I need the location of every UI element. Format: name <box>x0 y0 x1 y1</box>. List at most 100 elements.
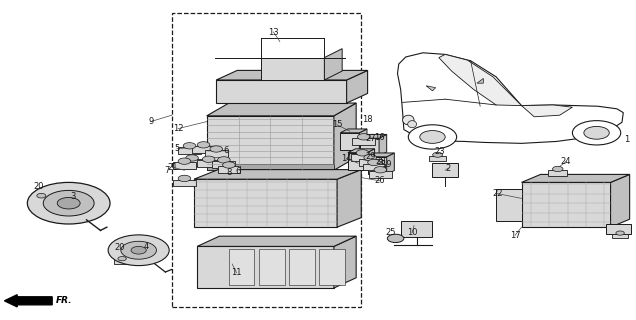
Ellipse shape <box>408 121 417 128</box>
Polygon shape <box>197 236 356 246</box>
Text: 7: 7 <box>164 166 169 175</box>
Circle shape <box>121 241 156 259</box>
Polygon shape <box>612 234 628 238</box>
Text: 23: 23 <box>435 147 445 156</box>
Polygon shape <box>216 70 368 80</box>
Text: 2: 2 <box>446 164 451 172</box>
Polygon shape <box>205 150 228 157</box>
Text: 13: 13 <box>268 28 279 36</box>
Polygon shape <box>216 80 347 103</box>
Text: 12: 12 <box>173 124 183 133</box>
Polygon shape <box>319 249 345 285</box>
Text: 4: 4 <box>144 242 149 251</box>
Polygon shape <box>496 189 522 221</box>
Text: 16: 16 <box>374 133 384 142</box>
Circle shape <box>374 167 387 173</box>
Polygon shape <box>340 129 367 133</box>
Polygon shape <box>172 13 361 307</box>
Polygon shape <box>261 58 324 80</box>
Polygon shape <box>477 78 483 83</box>
Circle shape <box>368 159 380 166</box>
Polygon shape <box>207 103 356 116</box>
Circle shape <box>202 156 215 163</box>
Text: 6: 6 <box>223 146 228 155</box>
Text: 25: 25 <box>386 228 396 237</box>
FancyArrow shape <box>4 295 52 307</box>
Text: 20: 20 <box>33 182 43 191</box>
Text: 3: 3 <box>71 192 76 201</box>
Polygon shape <box>426 86 436 91</box>
Text: 10: 10 <box>407 228 417 237</box>
Text: 18: 18 <box>363 115 373 124</box>
Text: 9: 9 <box>148 117 153 126</box>
Polygon shape <box>218 166 240 173</box>
Circle shape <box>223 162 235 168</box>
Polygon shape <box>33 196 50 202</box>
Polygon shape <box>340 133 359 150</box>
Polygon shape <box>367 149 375 170</box>
Circle shape <box>356 150 369 156</box>
Polygon shape <box>351 154 374 161</box>
Circle shape <box>218 157 230 163</box>
Circle shape <box>210 146 223 152</box>
Text: 20: 20 <box>114 243 125 252</box>
Text: 8: 8 <box>226 168 232 177</box>
Text: 28: 28 <box>375 157 385 166</box>
Circle shape <box>616 231 625 235</box>
Polygon shape <box>212 161 235 168</box>
Polygon shape <box>197 246 334 288</box>
Polygon shape <box>429 156 446 161</box>
Circle shape <box>27 182 110 224</box>
Polygon shape <box>439 54 522 106</box>
Polygon shape <box>359 159 382 166</box>
Circle shape <box>408 125 457 149</box>
Circle shape <box>118 257 127 261</box>
Polygon shape <box>194 170 361 179</box>
Polygon shape <box>197 160 220 167</box>
Polygon shape <box>522 105 572 117</box>
Text: 1: 1 <box>624 135 629 144</box>
Polygon shape <box>207 116 334 170</box>
Polygon shape <box>368 153 394 157</box>
Text: 26: 26 <box>375 176 385 185</box>
Polygon shape <box>368 157 387 174</box>
Polygon shape <box>432 163 458 177</box>
Text: FR.: FR. <box>56 296 73 305</box>
Circle shape <box>108 235 169 266</box>
Circle shape <box>43 190 94 216</box>
Circle shape <box>37 193 46 198</box>
Circle shape <box>197 142 210 148</box>
Circle shape <box>178 175 191 182</box>
Text: 29: 29 <box>365 152 375 161</box>
Text: 15: 15 <box>332 120 342 129</box>
Circle shape <box>357 134 370 140</box>
Polygon shape <box>359 129 367 150</box>
Polygon shape <box>398 53 623 143</box>
Text: 5: 5 <box>174 144 179 153</box>
Polygon shape <box>401 221 432 237</box>
Polygon shape <box>360 134 387 138</box>
Polygon shape <box>360 138 379 156</box>
Text: 14: 14 <box>342 154 352 163</box>
Circle shape <box>553 166 563 172</box>
Text: 27: 27 <box>366 134 376 143</box>
Polygon shape <box>347 70 368 103</box>
Circle shape <box>131 246 146 254</box>
Polygon shape <box>173 162 196 169</box>
Polygon shape <box>348 149 375 153</box>
Circle shape <box>432 152 443 157</box>
Polygon shape <box>229 249 254 285</box>
Polygon shape <box>259 249 285 285</box>
Circle shape <box>183 143 196 149</box>
Polygon shape <box>379 134 387 156</box>
Text: 17: 17 <box>510 231 520 240</box>
Polygon shape <box>289 249 315 285</box>
Polygon shape <box>173 180 196 187</box>
Polygon shape <box>207 164 334 170</box>
Circle shape <box>572 121 621 145</box>
Polygon shape <box>522 182 611 227</box>
Polygon shape <box>363 164 385 171</box>
Circle shape <box>364 155 377 161</box>
Polygon shape <box>114 260 130 264</box>
Polygon shape <box>178 147 201 154</box>
